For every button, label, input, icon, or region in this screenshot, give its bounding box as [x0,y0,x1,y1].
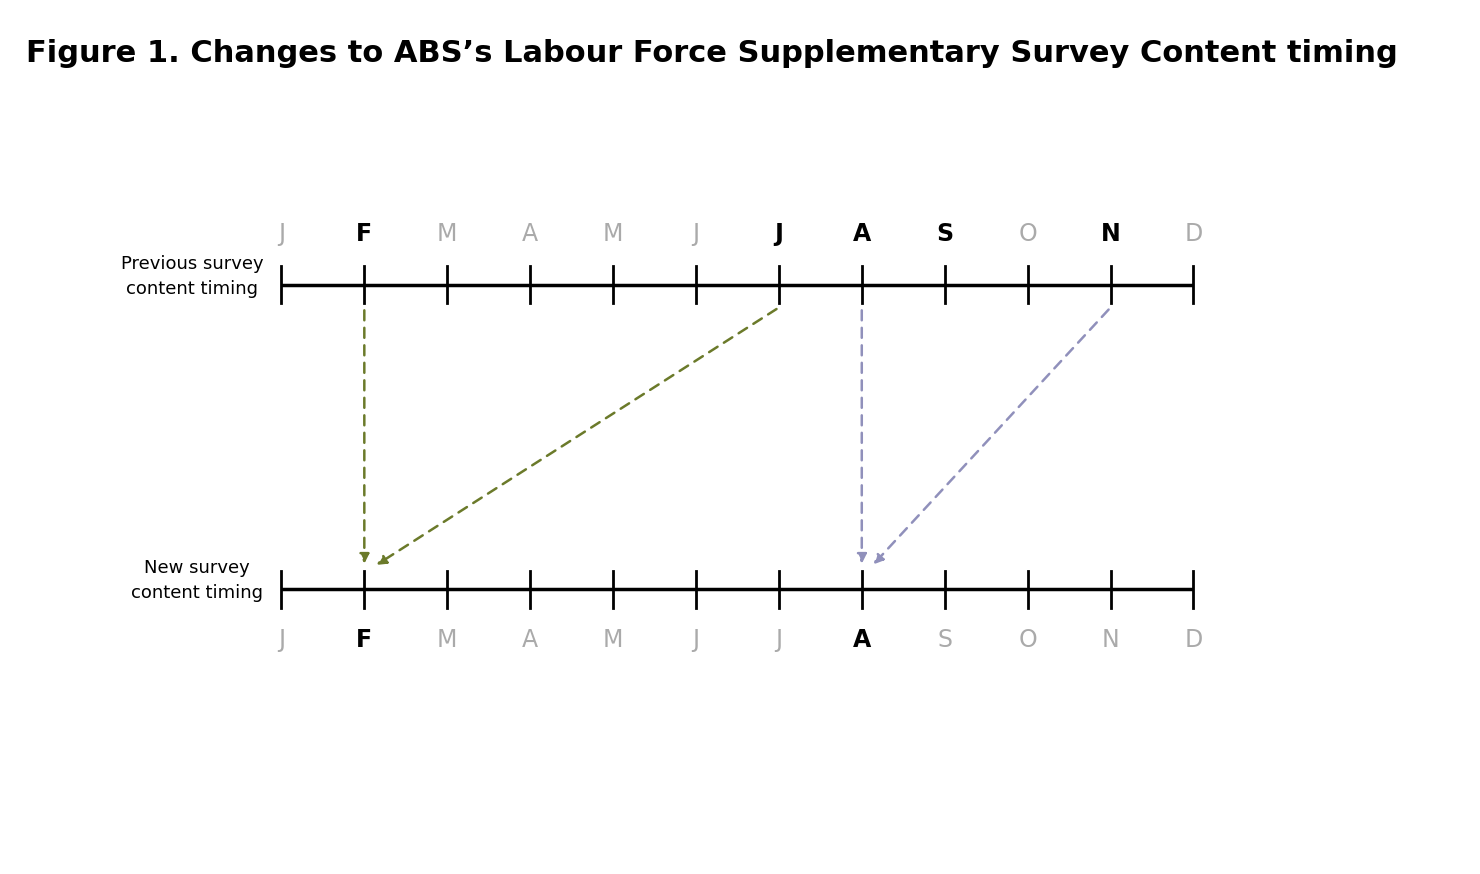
Text: M: M [602,628,623,652]
Text: J: J [693,628,700,652]
Text: M: M [437,222,457,246]
Text: O: O [1018,222,1037,246]
Text: N: N [1101,222,1120,246]
Text: M: M [437,628,457,652]
Text: N: N [1101,628,1119,652]
Text: J: J [693,222,700,246]
Text: A: A [852,222,870,246]
Text: M: M [602,222,623,246]
Text: J: J [776,628,783,652]
Text: D: D [1184,222,1203,246]
Text: A: A [852,628,870,652]
Text: Figure 1. Changes to ABS’s Labour Force Supplementary Survey Content timing: Figure 1. Changes to ABS’s Labour Force … [27,39,1397,68]
Text: S: S [937,222,953,246]
Text: New survey
content timing: New survey content timing [132,559,263,602]
Text: F: F [357,222,373,246]
Text: D: D [1184,628,1203,652]
Text: O: O [1018,628,1037,652]
Text: A: A [522,222,539,246]
Text: F: F [357,628,373,652]
Text: A: A [522,628,539,652]
Text: J: J [278,222,286,246]
Text: S: S [937,628,952,652]
Text: J: J [278,628,286,652]
Text: Previous survey
content timing: Previous survey content timing [120,254,263,298]
Text: J: J [774,222,783,246]
